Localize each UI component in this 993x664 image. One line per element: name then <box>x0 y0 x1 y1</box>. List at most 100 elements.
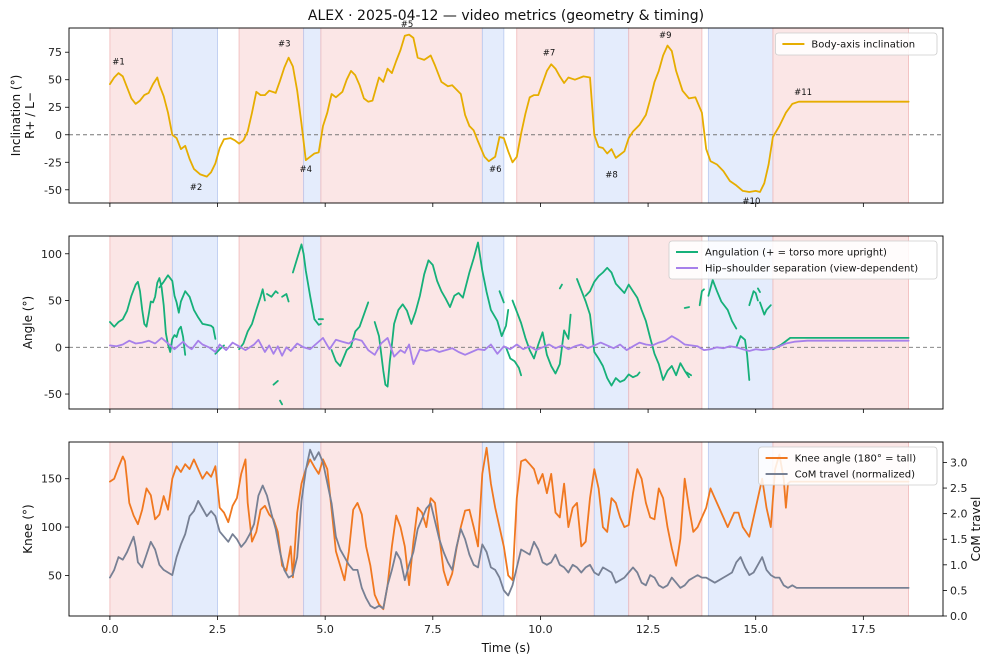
y2-tick-label: 1.5 <box>950 533 968 546</box>
y2-tick-label: 1.0 <box>950 559 968 572</box>
series-line-angles-0-seg19 <box>683 306 690 309</box>
plot-area <box>109 446 910 611</box>
series-line-angles-0-seg6 <box>279 399 283 406</box>
phase-band-red <box>320 27 483 204</box>
y2-tick-label: 0.5 <box>950 584 968 597</box>
series-line-angles-0-seg16 <box>576 278 641 387</box>
event-annotation: #3 <box>278 40 291 50</box>
phase-band-red <box>628 441 703 617</box>
legend-entry: Angulation (+ = torso more upright) <box>705 248 887 259</box>
y-tick-label: 150 <box>41 473 62 486</box>
axes-frame <box>68 235 944 410</box>
series-line-inclination-0 <box>109 33 910 193</box>
event-annotation: #8 <box>605 171 618 181</box>
panel-angles: -50 0 50 100 Angle (°) Angulation (+ = torso … <box>21 235 944 413</box>
y2-tick-label: 0.0 <box>950 610 968 623</box>
plot-area <box>109 241 910 406</box>
phase-band-blue <box>171 235 218 410</box>
phase-band-blue <box>593 235 630 410</box>
series-line-knee-0 <box>109 446 910 611</box>
series-line-angles-0-seg10 <box>330 301 370 367</box>
y-tick-label: 25 <box>48 101 62 114</box>
series-line-angles-0-seg11 <box>373 241 510 388</box>
panel-knee: 50 100 150 Knee (°) 0.0 0.5 1.0 1.5 2.0 2.5 3.0 CoM… <box>21 441 983 636</box>
legend-entry: CoM travel (normalized) <box>795 470 916 481</box>
legend-entry: Body-axis inclination <box>811 40 915 51</box>
event-annotation: #10 <box>742 197 760 207</box>
event-annotation: #5 <box>401 20 414 30</box>
y-axis-label: Angle (°) <box>21 296 35 349</box>
y-tick-label: 75 <box>48 46 62 59</box>
phase-band-blue <box>481 27 505 204</box>
y2-tick-label: 2.5 <box>950 482 968 495</box>
legend-entry: Knee angle (180° = tall) <box>795 454 917 465</box>
event-annotation: #6 <box>489 165 502 175</box>
event-annotation: #1 <box>112 57 125 67</box>
legend: Angulation (+ = torso more upright) Hip–s… <box>668 240 938 280</box>
series-line-angles-0-seg0 <box>109 277 187 356</box>
phase-band-red <box>109 235 173 410</box>
phase-band-blue <box>171 27 218 204</box>
y-tick-label: 50 <box>48 569 62 582</box>
phase-band-red <box>109 441 173 617</box>
phase-band-red <box>516 235 595 410</box>
x-tick-label: 12.5 <box>636 623 661 636</box>
y-axis-label: Inclination (°) <box>9 75 23 157</box>
y-tick-label: 100 <box>41 521 62 534</box>
x-tick-label: 5.0 <box>316 623 334 636</box>
x-tick-label: 10.0 <box>528 623 553 636</box>
legend: Body-axis inclination <box>775 32 938 56</box>
series-line-angles-0-seg24 <box>757 287 761 293</box>
phase-band-red <box>516 441 595 617</box>
y-tick-label: 50 <box>48 74 62 87</box>
x-tick-label: 15.0 <box>743 623 768 636</box>
y-tick-label: -25 <box>44 156 62 169</box>
phase-band-red <box>238 235 305 410</box>
panels: #1 #2 #3 #4 #5 #6 #7 #8 #9 #10 #11 -50 -25 0 25 50 75 Inc… <box>9 20 983 636</box>
phase-band-red <box>516 27 595 204</box>
legend-entry: Hip–shoulder separation (view-dependent) <box>705 264 918 275</box>
series-line-angles-0-seg21 <box>707 279 738 330</box>
phase-band-blue <box>303 235 322 410</box>
event-annotation: #4 <box>300 165 313 175</box>
y-tick-label: 0 <box>55 341 62 354</box>
x-tick-label: 2.5 <box>209 623 227 636</box>
plot-area <box>109 33 910 193</box>
series-line-angles-0-seg25 <box>759 301 772 316</box>
phase-band-blue <box>303 27 322 204</box>
series-line-angles-0-seg4 <box>266 290 279 298</box>
series-line-angles-0-seg14 <box>511 299 572 375</box>
event-annotation: #2 <box>190 183 203 193</box>
series-line-angles-0-seg1 <box>158 274 217 340</box>
y2-axis-label: CoM travel <box>969 497 983 562</box>
series-line-angles-0-seg7 <box>281 293 290 303</box>
axes-frame <box>68 27 944 204</box>
y-axis-label: Knee (°) <box>21 504 35 553</box>
phase-band-blue <box>593 441 630 617</box>
axes-frame <box>68 441 944 617</box>
series-line-angles-1 <box>109 335 910 365</box>
phase-band-red <box>238 441 305 617</box>
y2-tick-label: 2.0 <box>950 508 968 521</box>
legend-box <box>775 32 938 56</box>
y2-tick-label: 3.0 <box>950 456 968 469</box>
series-line-angles-0-seg12 <box>498 290 505 304</box>
x-tick-label: 17.5 <box>851 623 876 636</box>
event-annotation: #7 <box>543 49 556 59</box>
panel-inclination: #1 #2 #3 #4 #5 #6 #7 #8 #9 #10 #11 -50 -25 0 25 50 75 Inc… <box>9 20 944 207</box>
x-tick-label: 7.5 <box>424 623 442 636</box>
y-tick-label: -50 <box>44 184 62 197</box>
y-tick-label: 50 <box>48 295 62 308</box>
series-line-angles-0-seg23 <box>748 290 759 307</box>
series-line-angles-0-seg18 <box>685 371 692 377</box>
x-axis-label: Time (s) <box>481 641 531 655</box>
series-line-angles-0-seg13 <box>505 346 522 377</box>
phase-band-red <box>109 27 173 204</box>
phase-band-red <box>238 27 305 204</box>
phase-band-red <box>628 27 703 204</box>
event-annotation: #9 <box>659 31 672 41</box>
legend: Knee angle (180° = tall) CoM travel (norm… <box>758 446 938 486</box>
series-line-angles-0-seg8 <box>292 243 322 326</box>
series-line-angles-0-seg15 <box>558 283 563 290</box>
